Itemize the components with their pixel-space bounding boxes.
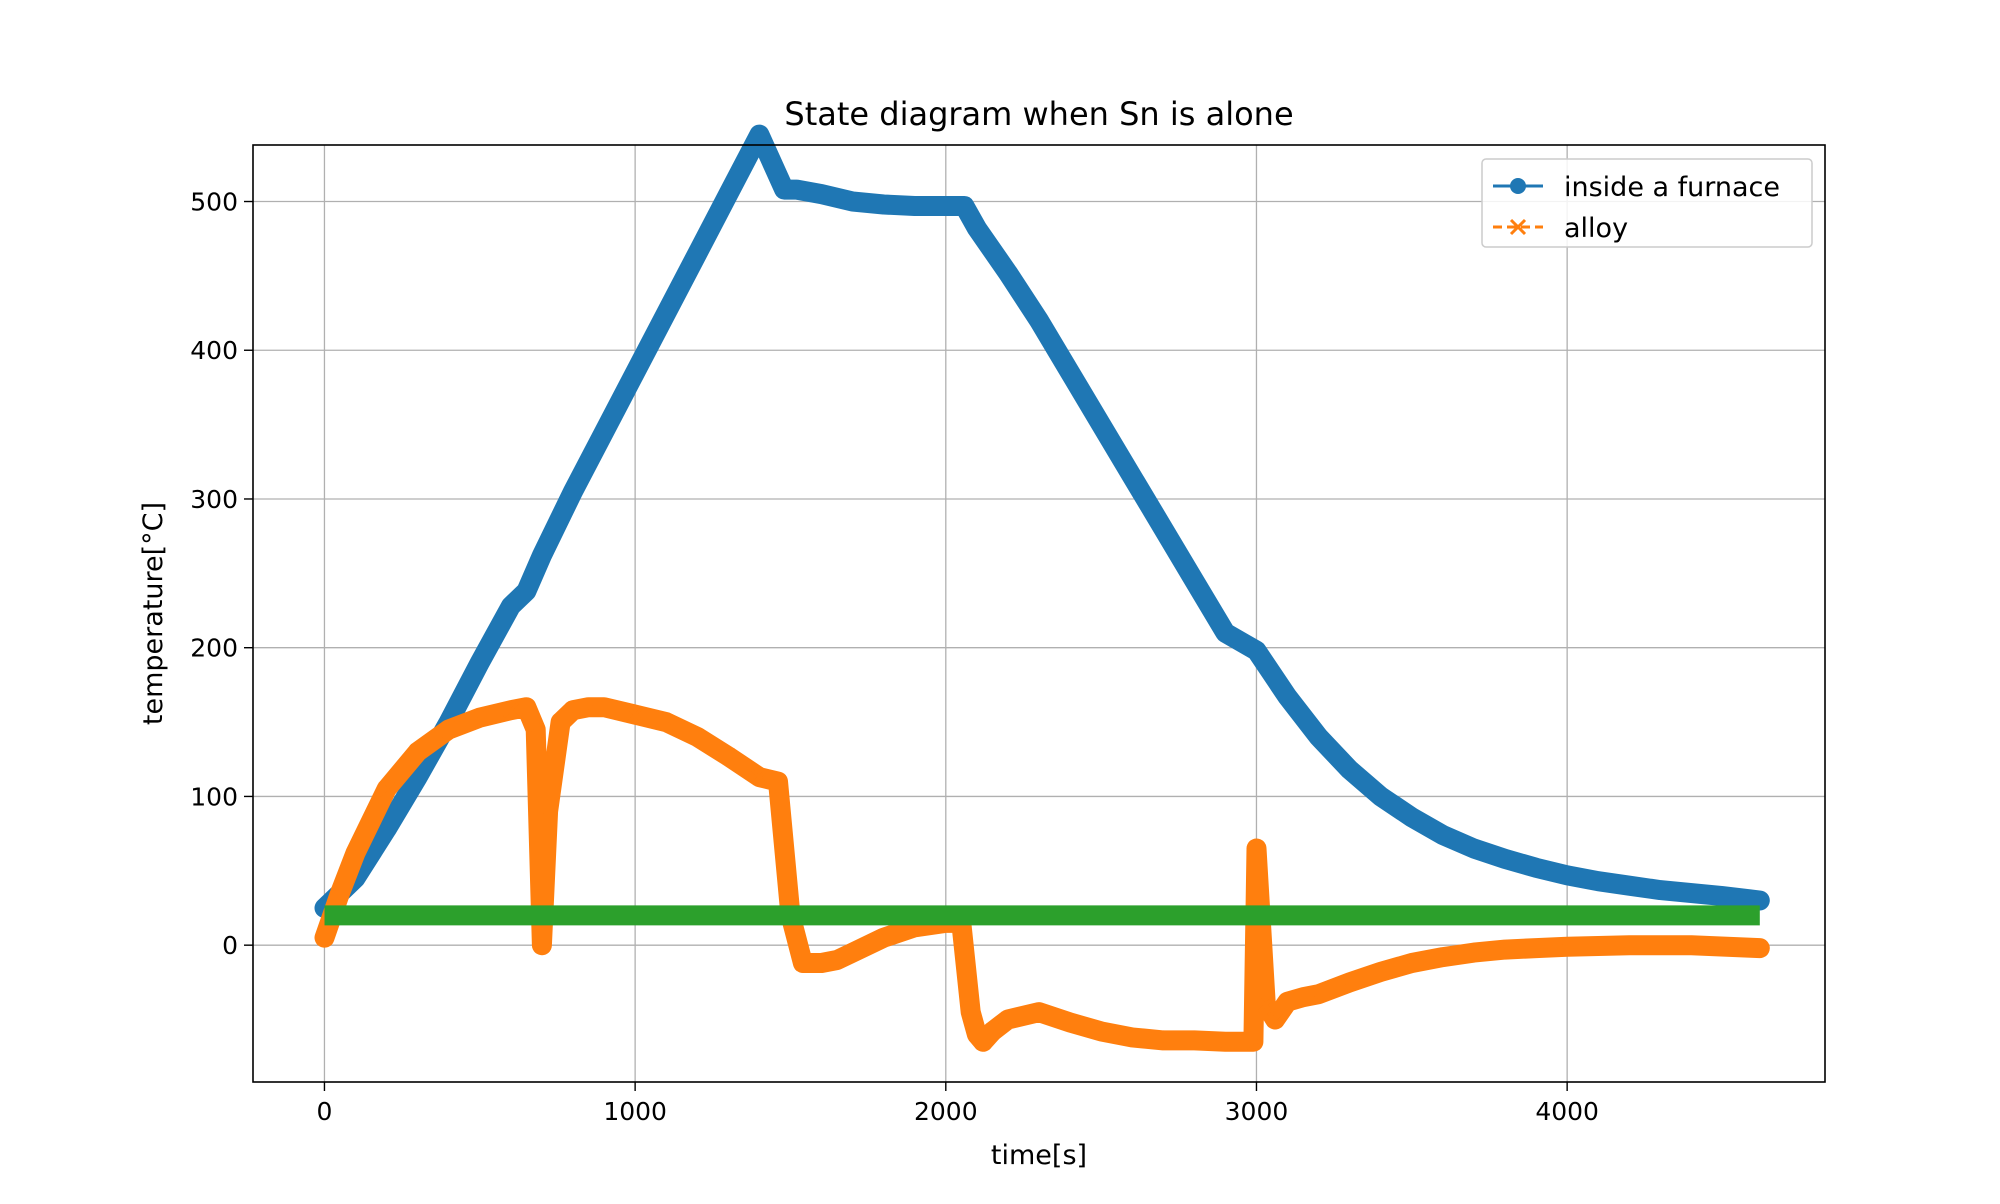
y-tick-label: 100: [190, 782, 238, 811]
data-point-marker: [1434, 949, 1451, 966]
y-tick-label: 400: [190, 336, 238, 365]
data-point-marker: [813, 954, 830, 972]
data-point-marker: [502, 702, 519, 719]
data-point-marker: [829, 951, 846, 969]
data-point-marker: [471, 709, 488, 726]
data-point-marker: [533, 937, 550, 954]
data-point-marker: [552, 714, 569, 731]
series-layer: [314, 124, 1770, 1052]
x-tick-label: 4000: [1535, 1097, 1599, 1126]
y-tick-label: 0: [222, 931, 238, 960]
x-tick-label: 0: [317, 1097, 333, 1126]
data-point-marker: [875, 929, 892, 946]
data-point-marker: [580, 699, 597, 716]
legend-box: [1481, 158, 1813, 248]
chart-title: State diagram when Sn is alone: [784, 95, 1293, 133]
data-point-marker: [378, 780, 395, 798]
data-point-marker: [1279, 993, 1296, 1010]
data-point-marker: [331, 885, 349, 902]
data-point-marker: [984, 1023, 1001, 1040]
x-tick-label: 3000: [1225, 1097, 1289, 1126]
data-point-marker: [720, 748, 737, 765]
data-point-marker: [1683, 937, 1700, 954]
data-point-marker: [1295, 989, 1312, 1006]
data-point-marker: [440, 721, 457, 738]
y-tick-label: 200: [190, 634, 238, 663]
data-point-marker: [1030, 1004, 1048, 1021]
data-point-marker: [1403, 954, 1420, 972]
data-point-marker: [1310, 986, 1327, 1003]
data-point-marker: [564, 702, 582, 719]
data-point-marker: [1465, 944, 1483, 961]
data-point-marker: [1217, 1033, 1234, 1050]
data-point-marker: [1559, 938, 1576, 955]
data-point-marker: [1093, 1023, 1110, 1040]
data-point-marker: [1257, 996, 1274, 1013]
data-point-marker: [540, 803, 557, 820]
legend-marker-x: [1509, 218, 1527, 236]
data-point-marker: [316, 929, 333, 946]
y-axis-label: temperature[°C]: [138, 502, 169, 725]
data-point-marker: [1496, 941, 1514, 958]
data-point-marker: [1186, 1032, 1203, 1049]
data-point-marker: [409, 743, 426, 760]
data-point-marker: [962, 1004, 979, 1021]
y-tick-label: 300: [190, 485, 238, 514]
x-axis-label: time[s]: [991, 1140, 1087, 1171]
x-tick-label: 2000: [914, 1097, 978, 1126]
axes-frame: [252, 144, 1826, 1083]
data-point-marker: [769, 773, 787, 790]
data-point-marker: [1245, 1033, 1262, 1050]
data-point-marker: [1528, 940, 1545, 957]
data-point-marker: [844, 944, 861, 961]
data-point-marker: [1124, 1029, 1141, 1046]
data-point-marker: [1248, 840, 1265, 857]
legend: inside a furnace alloy: [1481, 158, 1813, 248]
legend-label-alloy: alloy: [1564, 213, 1628, 244]
ticks: 0 1000 2000 3000 4000 0 100 200 300 400 500: [190, 188, 1599, 1126]
data-point-marker: [1751, 940, 1768, 957]
data-point-marker: [658, 714, 675, 731]
legend-marker-circle: [1510, 178, 1526, 194]
data-point-marker: [595, 699, 613, 716]
data-point-marker: [1062, 1014, 1079, 1031]
legend-label-inside-a-furnace: inside a furnace: [1564, 172, 1780, 203]
data-point-marker: [518, 699, 535, 716]
x-tick-label: 1000: [603, 1097, 667, 1126]
y-tick-label: 500: [190, 188, 238, 217]
data-point-marker: [1621, 937, 1638, 954]
data-point-marker: [1267, 1011, 1284, 1028]
data-point-marker: [527, 721, 544, 738]
data-point-marker: [751, 769, 768, 786]
data-point-marker: [1372, 963, 1389, 981]
data-point-marker: [1341, 974, 1358, 991]
data-point-marker: [1251, 892, 1268, 909]
series-line-inside-a-furnace: [314, 124, 1770, 918]
data-point-marker: [689, 728, 706, 746]
data-point-marker: [347, 844, 364, 862]
data-point-marker: [794, 954, 811, 972]
data-point-marker: [999, 1011, 1016, 1028]
data-point-marker: [627, 706, 644, 723]
data-point-marker: [1155, 1032, 1172, 1049]
